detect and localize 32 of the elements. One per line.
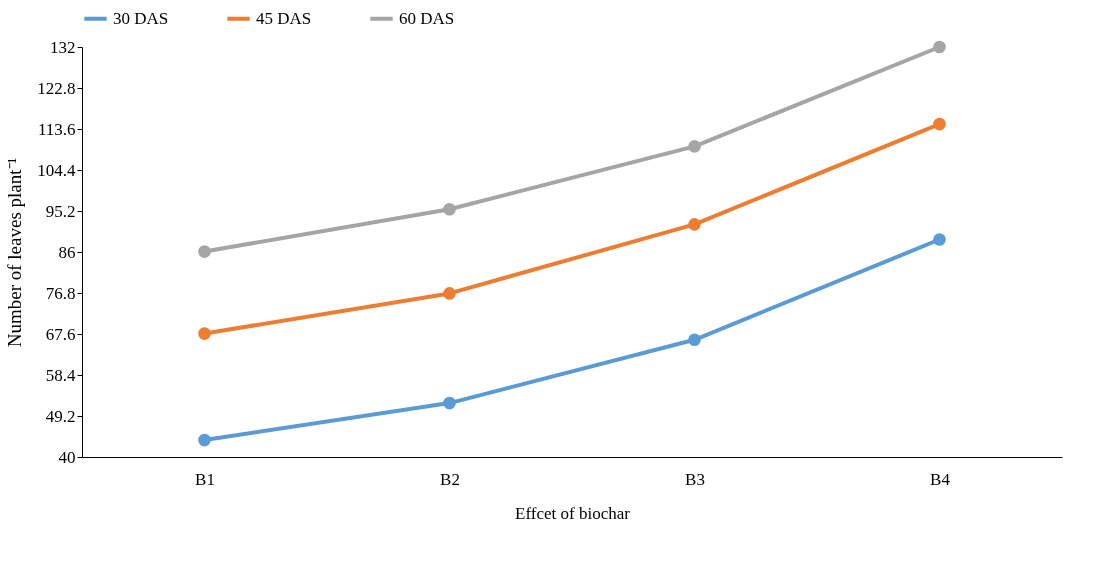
legend-label: 60 DAS [399, 8, 455, 28]
point [443, 396, 456, 410]
point [688, 218, 701, 231]
legend-label: 45 DAS [256, 8, 312, 28]
legend-label: 30 DAS [113, 8, 169, 28]
point [198, 433, 211, 447]
y-tick-label: 104.4 [37, 160, 76, 180]
y-tick-label: 67.6 [45, 324, 76, 344]
point [443, 202, 456, 216]
y-tick-label: 113.6 [37, 119, 76, 139]
point [933, 40, 946, 54]
y-tick-label: 122.8 [37, 78, 76, 98]
y-tick-label: 40 [58, 447, 76, 467]
y-axis-title: Number of leaves plant⁻¹ [4, 157, 26, 348]
y-tick-label: 86 [58, 242, 76, 262]
y-tick-label: 58.4 [45, 365, 76, 385]
y-tick-label: 95.2 [45, 201, 76, 221]
point [933, 117, 946, 131]
point [688, 140, 701, 153]
point [198, 245, 211, 258]
x-tick-label: B3 [685, 469, 705, 489]
y-tick-label: 76.8 [45, 283, 76, 303]
y-tick-label: 132 [50, 37, 76, 57]
point [198, 327, 211, 340]
point [443, 287, 456, 300]
point [688, 333, 701, 347]
x-tick-label: B4 [930, 469, 951, 489]
x-tick-label: B2 [440, 469, 460, 489]
point [933, 233, 946, 246]
x-tick-label: B1 [195, 469, 215, 489]
x-axis-title: Effcet of biochar [515, 503, 631, 523]
y-tick-label: 49.2 [45, 406, 76, 426]
